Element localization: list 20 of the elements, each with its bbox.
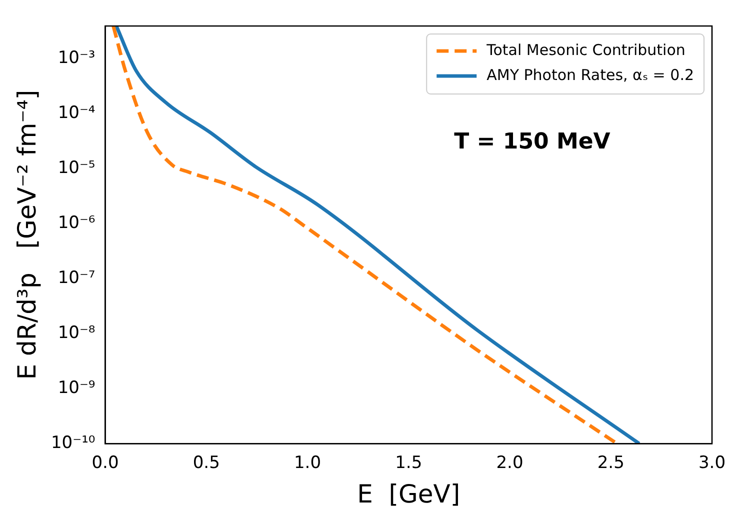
y-tick-label: 10⁻⁶ [58,212,96,233]
y-axis-title: E dR/d³p [GeV⁻² fm⁻⁴] [12,90,42,380]
y-tick-label: 10⁻⁵ [58,158,96,178]
legend-label: Total Mesonic Contribution [486,40,686,59]
x-tick-label: 2.0 [496,453,524,474]
y-tick-label: 10⁻⁸ [58,323,96,343]
y-tick-label: 10⁻³ [58,48,96,68]
x-tick-label: 0.0 [92,453,119,474]
annotation: T = 150 MeV [454,130,610,155]
legend-label: AMY Photon Rates, αₛ = 0.2 [486,66,694,84]
x-tick-label: 3.0 [698,453,726,474]
y-tick-label: 10⁻⁹ [58,378,96,398]
x-tick-label: 0.5 [192,453,220,474]
x-tick-label: 1.0 [294,453,322,474]
x-tick-label: 2.5 [597,453,624,474]
y-tick-label: 10⁻¹⁰ [50,433,96,454]
x-axis-title: E [GeV] [357,480,460,508]
x-tick-label: 1.5 [395,453,422,474]
y-tick-label: 10⁻⁷ [58,268,96,288]
y-tick-label: 10⁻⁴ [58,102,96,123]
